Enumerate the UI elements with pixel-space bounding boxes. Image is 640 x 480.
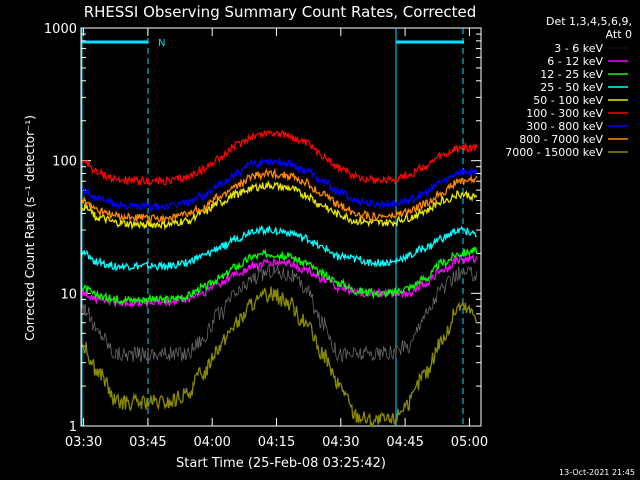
footer-date: 13-Oct-2021 21:45 — [559, 468, 635, 477]
x-tick-label-0: 03:30 — [65, 435, 102, 450]
legend-label-3: 25 - 50 keV — [540, 81, 603, 94]
legend-label-5: 100 - 300 keV — [526, 107, 603, 120]
series-layer — [81, 129, 478, 429]
x-tick-label-6: 05:00 — [451, 435, 488, 450]
x-tick-label-3: 04:15 — [258, 435, 295, 450]
y-tick-label-2: 100 — [52, 155, 77, 170]
x-tick-label-5: 04:45 — [386, 435, 423, 450]
x-tick-label-2: 04:00 — [193, 435, 230, 450]
legend-header-line-1: Det 1,3,4,5,6,9, — [546, 15, 632, 28]
legend-label-0: 3 - 6 keV — [554, 42, 603, 55]
series-line-2 — [81, 246, 478, 306]
legend-label-8: 7000 - 15000 keV — [505, 146, 603, 159]
legend-label-1: 6 - 12 keV — [547, 55, 603, 68]
x-axis-label: Start Time (25-Feb-08 03:25:42) — [176, 456, 386, 471]
series-line-6 — [81, 158, 478, 212]
legend-label-2: 12 - 25 keV — [540, 68, 603, 81]
x-tick-labels: 03:30 03:45 04:00 04:15 04:30 04:45 05:00 — [65, 435, 488, 450]
legend-label-6: 300 - 800 keV — [526, 120, 603, 133]
y-tick-label-1: 10 — [60, 287, 77, 302]
legend-label-4: 50 - 100 keV — [533, 94, 603, 107]
y-axis-label: Corrected Count Rate (s⁻¹ detector⁻¹) — [23, 115, 37, 341]
series-line-7 — [81, 167, 478, 224]
legend-label-7: 800 - 7000 keV — [519, 133, 603, 146]
attenuator-markers: N — [81, 28, 464, 426]
axis-ticks — [81, 27, 481, 427]
saa-bar-label: N — [158, 38, 165, 49]
series-line-0 — [81, 263, 478, 364]
series-line-5 — [82, 129, 478, 187]
y-tick-labels: 1 10 100 1000 — [44, 22, 77, 435]
chart-title: RHESSI Observing Summary Count Rates, Co… — [84, 3, 477, 21]
plot-frame — [80, 27, 482, 427]
x-tick-label-1: 03:45 — [129, 435, 166, 450]
series-line-8 — [81, 286, 478, 429]
y-tick-label-3: 1000 — [44, 22, 77, 37]
x-tick-label-4: 04:30 — [322, 435, 359, 450]
legend-header-line-2: Att 0 — [606, 28, 632, 41]
series-line-outline-0 — [82, 263, 477, 363]
series-line-3 — [81, 224, 477, 272]
series-line-4 — [81, 180, 478, 231]
y-tick-label-0: 1 — [69, 420, 77, 435]
